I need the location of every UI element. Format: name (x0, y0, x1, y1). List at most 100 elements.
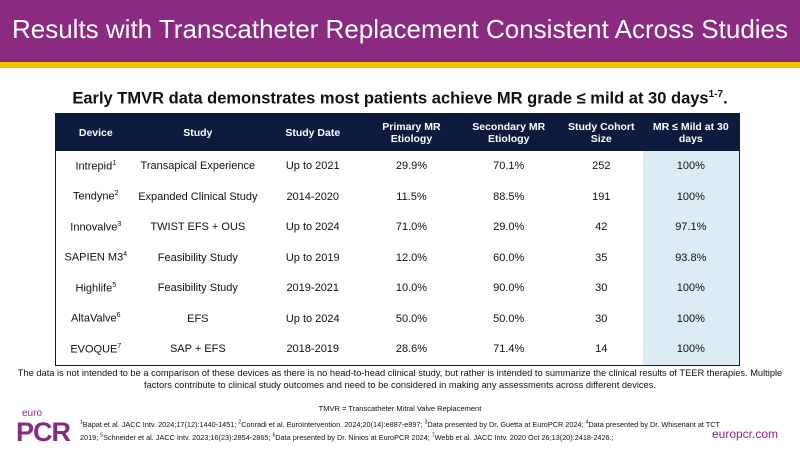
device-ref: 5 (112, 281, 117, 289)
table-row: SAPIEN M34 Feasibility Study Up to 2019 12.… (56, 242, 740, 274)
reference: 3Data presented by Dr. Guetta at EuroPCR… (425, 420, 584, 429)
table-cell: 100% (642, 334, 740, 365)
table-cell: 30 (595, 282, 608, 295)
table-cell: 29.0% (493, 221, 525, 234)
table-cell: 191 (592, 190, 611, 203)
device-cell: SAPIEN M34 (56, 243, 136, 274)
reference: 7Webb et al. JACC Intv. 2020 Oct 26;13(2… (431, 432, 614, 442)
reference-number: 7 (431, 432, 435, 439)
reference-text: Webb et al. JACC Intv. 2020 Oct 26;13(20… (434, 432, 614, 442)
table-row: Tendyne2 Expanded Clinical Study 2014-2020… (56, 181, 740, 213)
table-cell: Transapical Experience (140, 160, 256, 173)
results-table: Device Study Study Date Primary MR Etiology… (55, 113, 740, 366)
column-header: Study Cohort Size (559, 113, 643, 151)
table-cell: 252 (592, 160, 611, 173)
device-cell: Innovalve3 (56, 212, 136, 243)
column-header: Device (55, 113, 136, 151)
table-cell: 28.6% (395, 343, 428, 356)
table-cell: 11.5% (396, 190, 427, 203)
table-cell: 70.1% (493, 160, 525, 173)
reference-text: Data presented by Dr. Whisenant at TCT 2… (80, 420, 720, 442)
table-cell: 71.0% (395, 221, 428, 234)
column-header: MR ≤ Mild at 30 days (642, 113, 740, 151)
table-cell: 42 (595, 221, 608, 234)
table-cell: 2018-2019 (286, 343, 340, 356)
column-header: Primary MR Etiology (365, 113, 458, 151)
logo-top: euro (22, 408, 43, 419)
table-cell: 100% (642, 303, 740, 334)
table-cell: 60.0% (493, 251, 525, 264)
table-row: Highlife5 Feasibility Study 2019-2021 10.0%… (56, 273, 740, 304)
reference-text: Conradi et al. EuroIntervention. 2024;20… (241, 420, 423, 430)
column-header: Study Date (260, 113, 366, 151)
device-ref: 7 (117, 342, 122, 350)
reference-number: 5 (100, 432, 104, 439)
table-cell: Up to 2019 (285, 251, 340, 264)
table-cell: Expanded Clinical Study (138, 190, 258, 203)
references: 1Bapat et al. JACC Intv. 2024;17(12):144… (80, 418, 720, 443)
table-cell: 71.4% (493, 343, 525, 356)
device-cell: EVOQUE7 (56, 334, 136, 365)
accent-stripe (0, 62, 800, 68)
device-ref: 3 (117, 220, 122, 228)
device-name: Innovalve (70, 221, 118, 234)
device-ref: 4 (123, 251, 128, 259)
reference: 2Conradi et al. EuroIntervention. 2024;2… (238, 420, 422, 429)
table-row: Innovalve3 TWIST EFS + OUS Up to 2024 71.0%… (56, 212, 740, 243)
reference-number: 3 (424, 420, 428, 426)
reference: 6Data presented by Dr. Ninios at EuroPCR… (272, 432, 430, 441)
reference-number: 6 (272, 432, 276, 439)
subtitle-text: Early TMVR data demonstrates most patien… (72, 89, 709, 108)
website: europcr.com (711, 427, 778, 441)
disclaimer: The data is not intended to be a compari… (17, 368, 783, 390)
table-cell: 93.8% (642, 242, 740, 273)
table-cell: Feasibility Study (157, 251, 238, 264)
device-ref: 1 (112, 159, 117, 167)
column-header: Study (135, 113, 261, 151)
table-cell: 10.0% (395, 282, 428, 295)
subtitle: Early TMVR data demonstrates most patien… (0, 89, 800, 109)
device-ref: 6 (116, 312, 121, 320)
subtitle-end: . (723, 89, 728, 108)
table-cell: 97.1% (642, 212, 740, 243)
table-cell: 88.5% (493, 190, 525, 203)
header-bar: Results with Transcatheter Replacement C… (0, 0, 800, 62)
table-cell: 35 (595, 251, 608, 264)
table-cell: SAP + EFS (169, 343, 226, 356)
table-cell: 100% (642, 151, 740, 182)
slide-title: Results with Transcatheter Replacement C… (11, 14, 789, 44)
table-cell: Up to 2024 (285, 221, 340, 234)
table-row: Intrepid1 Transapical Experience Up to 202… (56, 151, 740, 182)
device-name: AltaValve (71, 313, 117, 326)
device-cell: Tendyne2 (56, 182, 136, 213)
device-name: Intrepid (75, 160, 113, 173)
table-cell: 100% (642, 181, 740, 212)
header-row: Device Study Study Date Primary MR Etiology… (55, 113, 740, 151)
subtitle-sup: 1-7 (708, 89, 724, 100)
abbreviation: TMVR = Transcatheter Mitral Valve Replac… (318, 404, 482, 413)
device-name: Tendyne (73, 191, 115, 204)
reference: 5Schneider et al. JACC Intv. 2023;16(23)… (100, 432, 271, 442)
reference-number: 2 (238, 420, 242, 426)
table-cell: 29.9% (395, 160, 428, 173)
table-body: Intrepid1 Transapical Experience Up to 202… (56, 151, 740, 365)
table-row: AltaValve6 EFS Up to 2024 50.0% 50.0% 30 100% (56, 303, 740, 335)
reference: 1Bapat et al. JACC Intv. 2024;17(12):144… (80, 420, 236, 429)
device-name: EVOQUE (70, 343, 118, 356)
table-cell: EFS (187, 312, 209, 325)
reference-text: Data presented by Dr. Guetta at EuroPCR … (427, 420, 584, 430)
device-cell: Intrepid1 (56, 151, 136, 182)
column-header: Secondary MR Etiology (457, 113, 560, 151)
table-cell: 2019-2021 (286, 282, 340, 295)
reference-number: 1 (80, 420, 83, 426)
reference-text: Schneider et al. JACC Intv. 2023;16(23):… (103, 432, 271, 442)
table-cell: Up to 2021 (285, 160, 340, 173)
table-cell: 100% (642, 273, 740, 304)
reference-text: Bapat et al. JACC Intv. 2024;17(12):1440… (82, 420, 237, 430)
table-cell: 12.0% (395, 251, 428, 264)
table-cell: 30 (595, 312, 608, 325)
device-ref: 2 (114, 190, 119, 198)
device-cell: AltaValve6 (56, 304, 136, 335)
table-cell: 90.0% (493, 282, 525, 295)
